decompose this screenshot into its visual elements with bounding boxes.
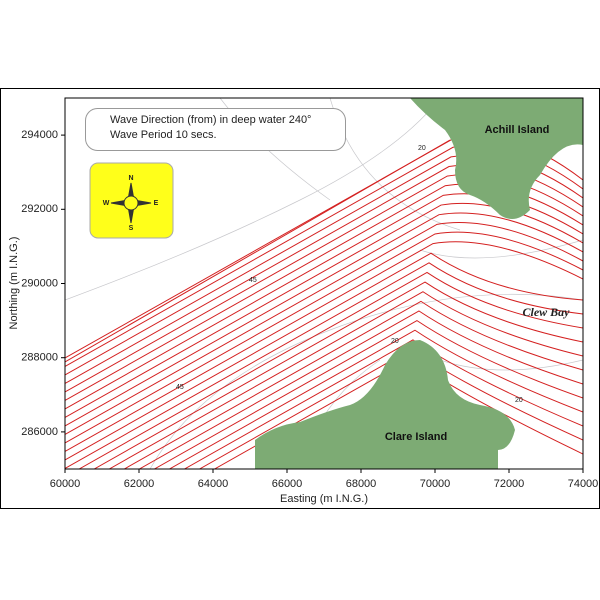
wave-ray [65,222,583,435]
clare-island [255,340,515,469]
compass-rose [110,182,152,224]
contour-label: 45 [249,277,257,284]
compass-letter: S [129,225,134,232]
wave-ray [154,320,583,469]
x-tick-label: 72000 [494,478,525,490]
y-axis-label: Northing (m I.N.G.) [8,237,20,330]
legend-box [85,108,346,151]
y-tick-label: 294000 [21,129,58,141]
wave-ray [109,291,583,469]
wave-ray [65,241,583,452]
wave-ray [93,281,583,469]
contour-label: 20 [391,338,399,345]
x-tick-label: 68000 [346,478,377,490]
x-axis-label: Easting (m I.N.G.) [280,493,368,505]
contour-label: 45 [176,384,184,391]
place-label: Clew Bay [523,305,571,319]
wave-ray [65,139,451,363]
compass-letter: W [103,200,110,207]
y-tick-label: 292000 [21,203,58,215]
x-tick-label: 62000 [124,478,155,490]
contour-label: 20 [515,397,523,404]
x-tick-label: 66000 [272,478,303,490]
plot-area: Wave Direction (from) in deep water 240°… [65,98,583,469]
x-tick-label: 60000 [50,478,81,490]
wave-ray [124,300,583,469]
legend-line: Wave Direction (from) in deep water 240° [110,114,311,126]
x-tick-label: 70000 [420,478,451,490]
place-label: Achill Island [485,124,550,136]
y-tick-label: 288000 [21,352,58,364]
y-tick-label: 286000 [21,426,58,438]
wave-ray [65,231,583,444]
wave-ray [65,252,583,461]
compass-letter: E [154,200,159,207]
compass-letter: N [128,175,133,182]
wave-ray [65,212,583,427]
wave-ray [78,271,583,469]
wave-ray [139,310,583,469]
x-tick-label: 64000 [198,478,229,490]
x-tick-label: 74000 [568,478,599,490]
achill-island [410,98,583,219]
contour-label: 20 [418,145,426,152]
wave-ray [65,262,583,469]
legend-line: Wave Period 10 secs. [110,129,217,141]
place-label: Clare Island [385,431,447,443]
wave-ray [169,329,583,469]
y-tick-label: 290000 [21,277,58,289]
